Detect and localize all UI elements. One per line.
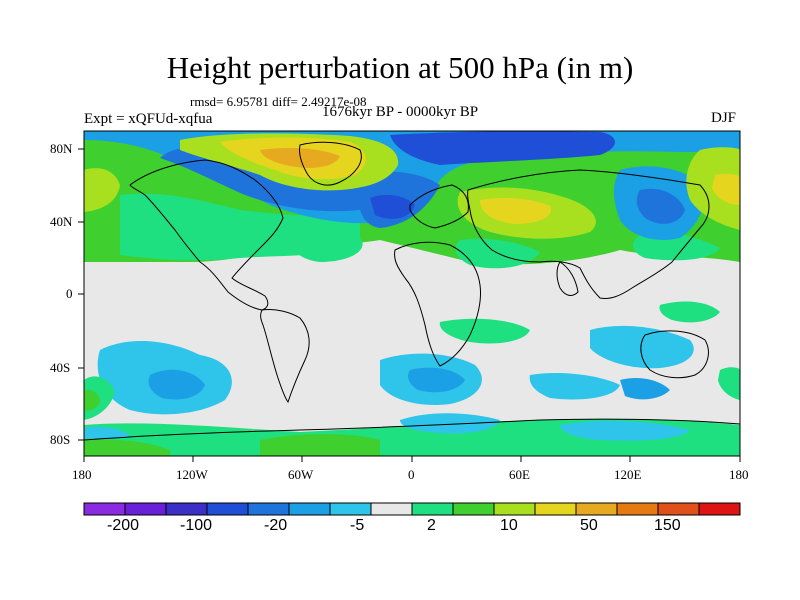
coastlines [84,141,740,441]
colorbar-swatch [493,502,536,516]
lon-label: 120E [614,467,642,482]
lon-label: 120W [176,467,208,482]
colorbar-swatch [411,502,454,516]
map-field [84,131,740,456]
colorbar-label: -5 [350,517,365,534]
lon-label: 180 [729,467,749,482]
colorbar-swatch [206,502,249,516]
colorbar-swatch [165,502,208,516]
colorbar-label: 2 [427,517,436,534]
lon-label: 180 [72,467,92,482]
map-title: Height perturbation at 500 hPa (in m) [166,50,634,85]
colorbar-label: 150 [654,517,681,534]
colorbar-label: 10 [500,517,518,534]
colorbar-swatch [370,502,413,516]
colorbar-label: -100 [180,517,213,534]
colorbar-swatch [83,502,126,516]
stats-line: rmsd= 6.95781 diff= 2.49217e-08 [190,94,367,109]
axis-ticks [78,148,741,462]
colorbar-swatch [124,502,167,516]
colorbar-swatch [288,502,331,516]
colorbar-label: 50 [580,517,598,534]
lon-label: 60E [509,467,530,482]
lat-label: 40N [50,214,73,229]
lon-label: 60W [288,467,314,482]
lon-label: 0 [408,467,415,482]
colorbar-swatch [452,502,495,516]
colorbar-label: -200 [107,517,140,534]
colorbar-swatch [534,502,577,516]
season-label: DJF [711,110,737,126]
colorbar-swatch [247,502,290,516]
colorbar-swatch [329,502,372,516]
lat-label: 0 [66,286,73,301]
colorbar-swatch [657,502,700,516]
lat-label: 80N [50,141,73,156]
colorbar-swatch [575,502,618,516]
colorbar-label: -20 [264,517,288,534]
experiment-label: Expt = xQFUd-xqfua [84,111,213,127]
colorbar [83,502,741,516]
colorbar-swatch [698,502,741,516]
lat-label: 40S [50,360,71,375]
period-label: 1676kyr BP - 0000kyr BP [322,104,479,120]
lat-label: 80S [50,432,71,447]
colorbar-swatch [616,502,659,516]
